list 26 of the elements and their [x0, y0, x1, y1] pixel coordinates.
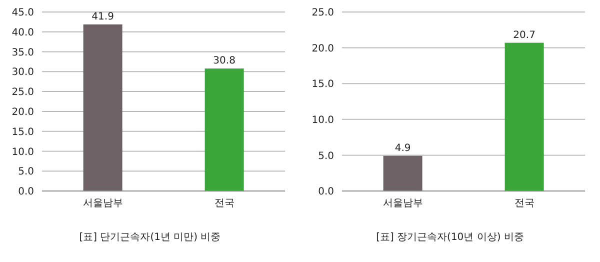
y-tick-label: 35.0 — [12, 47, 34, 58]
y-tick-label: 20.0 — [12, 106, 34, 118]
data-label: 41.9 — [92, 11, 114, 22]
y-tick-label: 0.0 — [18, 186, 34, 198]
y-tick-label: 25.0 — [312, 8, 334, 19]
data-label: 20.7 — [513, 30, 536, 41]
y-tick-label: 0.0 — [318, 186, 334, 198]
y-tick-label: 15.0 — [312, 79, 334, 90]
x-tick-label: 서울남부 — [82, 198, 123, 210]
y-tick-label: 5.0 — [18, 166, 34, 178]
text: [표] 장기근속자(10년 이상) 비중 — [375, 231, 525, 244]
x-tick-label: 서울남부 — [382, 198, 423, 210]
y-tick-label: 30.0 — [12, 67, 34, 78]
y-tick-label: 5.0 — [318, 150, 334, 162]
y-tick-label: 15.0 — [12, 126, 34, 138]
data-label: 30.8 — [213, 55, 236, 66]
y-tick-label: 10.0 — [312, 114, 334, 126]
y-tick-label: 20.0 — [312, 43, 334, 54]
x-tick-label: 전국 — [514, 198, 534, 210]
data-label: 4.9 — [394, 142, 411, 154]
y-tick-label: 45.0 — [12, 8, 34, 19]
x-tick-label: 전국 — [214, 198, 234, 210]
y-tick-label: 25.0 — [12, 87, 34, 98]
y-tick-label: 10.0 — [12, 146, 34, 158]
text: [표] 단기근속자(1년 미만) 비중 — [78, 231, 222, 244]
y-tick-label: 40.0 — [12, 27, 34, 38]
